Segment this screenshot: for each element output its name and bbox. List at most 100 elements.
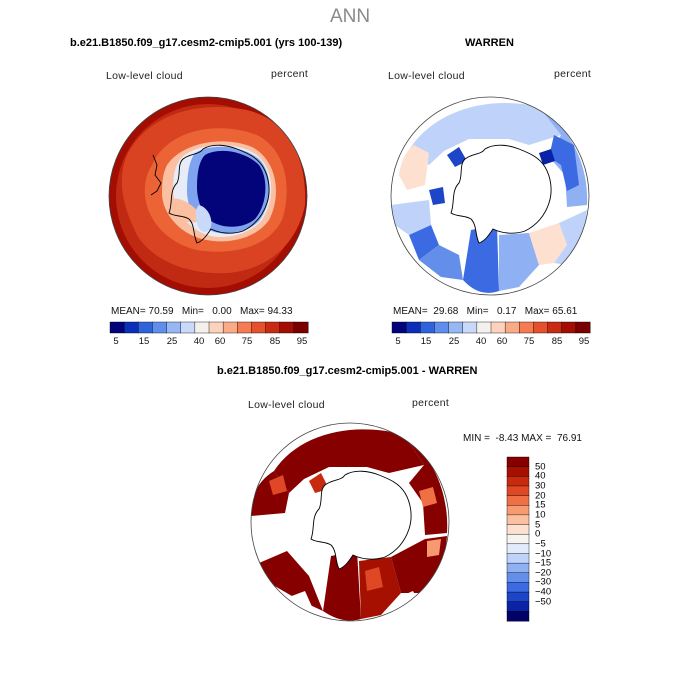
colorbar-bin <box>490 321 506 334</box>
map2-north-band <box>409 102 561 165</box>
panel3-colorbar-ticks: 50 40 30 20 15 10 5 0 −5 −10 −15 −20 −30… <box>535 457 575 621</box>
colorbar-bin <box>506 476 530 487</box>
panel1-title: b.e21.B1850.f09_g17.cesm2-cmip5.001 (yrs… <box>70 37 343 49</box>
panel1-max-label: Max= <box>240 306 265 317</box>
colorbar-bin <box>506 591 530 603</box>
map3-orange-patch-c <box>419 487 437 507</box>
panel2-variable: Low-level cloud <box>388 70 465 82</box>
map2-dark-spot-c <box>539 149 555 165</box>
colorbar-bin <box>293 321 309 334</box>
colorbar-bin <box>462 321 478 334</box>
panel2-title: WARREN <box>465 37 514 49</box>
panel3-tick: 10 <box>535 509 546 521</box>
panel1-tick: 5 <box>113 336 119 347</box>
colorbar-bin <box>506 514 530 526</box>
map3-coastline <box>310 470 412 570</box>
map2-dark-spot-b <box>429 187 445 205</box>
map3-white-gap-b <box>289 591 313 611</box>
map1-peninsula-patch <box>167 198 201 223</box>
colorbar-bin <box>506 456 530 468</box>
colorbar-bin <box>506 582 530 593</box>
map2-west-blue <box>409 225 439 260</box>
panel2-colorbar-ticks: 5 15 25 40 60 75 85 95 <box>392 336 590 348</box>
map2-west-band <box>391 200 431 235</box>
map3-east-band <box>404 435 448 535</box>
colorbar-bin <box>434 321 450 334</box>
panel2-tick: 95 <box>578 336 590 347</box>
colorbar-bin <box>109 321 125 334</box>
colorbar-bin <box>194 321 210 334</box>
colorbar-bin <box>561 321 577 334</box>
panel3-max-value: 76.91 <box>556 433 582 444</box>
panel1-mean-label: MEAN= <box>111 306 146 317</box>
colorbar-bin <box>575 321 591 334</box>
panel3-tick: −10 <box>535 548 552 559</box>
panel3-tick: −30 <box>535 576 552 588</box>
panel2-mean-value: 29.68 <box>433 306 459 317</box>
panel3-tick: −15 <box>535 557 552 569</box>
colorbar-bin <box>208 321 224 334</box>
colorbar-bin <box>237 321 252 334</box>
map2-coastline <box>450 144 552 244</box>
colorbar-bin <box>504 321 520 334</box>
panel3-tick: 0 <box>535 528 541 540</box>
panel1-tick: 25 <box>166 336 178 347</box>
panel3-variable: Low-level cloud <box>248 399 325 411</box>
colorbar-bin <box>533 321 549 334</box>
panel2-tick: 60 <box>496 336 508 347</box>
panel2-max-label: Max= <box>524 306 550 317</box>
map3-south-band <box>323 551 361 621</box>
panel1-max-value: 94.33 <box>267 306 293 317</box>
panel3-tick: −50 <box>535 596 552 608</box>
panel3-tick: 20 <box>535 490 546 502</box>
colorbar-bin <box>138 321 153 334</box>
map3-orange-patch-d <box>365 567 383 591</box>
panel3-min-label: MIN = <box>463 433 490 444</box>
panel1-tick: 95 <box>296 336 308 347</box>
colorbar-bin <box>448 321 464 334</box>
panel2-tick: 40 <box>475 336 487 347</box>
panel2-tick: 25 <box>448 336 460 347</box>
map1-band-deep-blue <box>197 150 266 227</box>
colorbar-bin <box>506 553 530 564</box>
colorbar-bin <box>265 321 281 334</box>
panel3-tick: 40 <box>535 470 546 482</box>
panel3-minmax: MIN = -8.43 MAX = 76.91 <box>463 433 582 444</box>
panel2-max-value: 65.61 <box>552 306 578 317</box>
panel2-tick: 5 <box>395 336 401 347</box>
panel1-colorbar <box>109 321 309 334</box>
panel3-units: percent <box>412 397 450 409</box>
panel2-min-value: 0.17 <box>496 306 517 317</box>
map2-east-blue-block <box>549 135 579 191</box>
colorbar-bin <box>506 543 530 554</box>
map2-southeast-peach <box>529 223 567 265</box>
colorbar-bin <box>506 562 530 574</box>
colorbar-bin <box>391 321 407 334</box>
map2-southeast-band <box>499 233 539 291</box>
colorbar-bin <box>222 321 238 334</box>
map2-border <box>390 96 590 296</box>
map3-orange-patch-a <box>269 475 287 495</box>
panel3-tick: 50 <box>535 461 546 473</box>
map2-southwest-blue <box>419 245 463 280</box>
panel2-polar-map <box>390 96 590 296</box>
panel1-min-value: 0.00 <box>212 306 232 317</box>
colorbar-bin <box>251 321 267 334</box>
colorbar-bin <box>506 524 530 535</box>
colorbar-bin <box>506 505 530 516</box>
colorbar-bin <box>166 321 182 334</box>
colorbar-bin <box>506 533 530 545</box>
map3-west-white <box>251 517 287 563</box>
panel3-max-label: MAX = <box>521 433 552 444</box>
map1-peninsula-blue <box>195 205 212 232</box>
panel1-mean-value: 70.59 <box>148 306 174 317</box>
panel1-tick: 40 <box>193 336 205 347</box>
colorbar-bin <box>506 466 530 477</box>
map3-border <box>250 422 450 622</box>
panel1-tick: 75 <box>241 336 253 347</box>
panel2-tick: 15 <box>420 336 432 347</box>
colorbar-bin <box>180 321 196 334</box>
colorbar-bin <box>123 321 139 334</box>
panel2-units: percent <box>554 68 592 80</box>
panel1-tick: 60 <box>214 336 226 347</box>
